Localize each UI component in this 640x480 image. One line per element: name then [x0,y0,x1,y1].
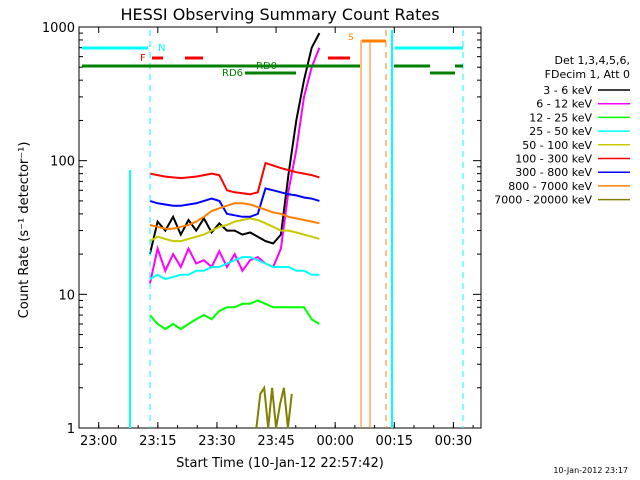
series-line-0 [148,32,321,255]
y-tick-label-0: 1 [67,422,75,437]
plot-frame [78,26,482,429]
series-line-2 [149,299,320,331]
chart-title: HESSI Observing Summary Count Rates [120,5,439,24]
x-tick-label-4: 00:00 [316,434,353,449]
legend-label-0: 3 - 6 keV [543,84,592,97]
legend-label-7: 800 - 7000 keV [508,180,592,193]
legend-label-6: 300 - 800 keV [515,166,592,179]
x-tick-label-0: 23:00 [80,434,117,449]
x-axis-label: Start Time (10-Jan-12 22:57:42) [176,456,384,471]
y-axis-ticks: 1 10 100 1000 [42,21,481,437]
x-tick-label-5: 00:15 [376,434,413,449]
legend-label-3: 25 - 50 keV [529,125,592,138]
legend-title-line-1: Det 1,3,4,5,6, [554,54,630,67]
y-tick-label-1: 10 [58,288,75,303]
legend-label-4: 50 - 100 keV [522,139,592,152]
legend-label-5: 100 - 300 keV [515,153,592,166]
flag-label-rd6: RD6 [222,68,243,79]
series-lines [148,32,321,429]
series-line-6 [149,187,320,218]
x-tick-label-1: 23:15 [139,434,176,449]
flag-label-s: S [348,33,354,43]
x-tick-label-3: 23:45 [257,434,294,449]
series-line-4 [149,217,320,243]
legend-title-line-2: FDecim 1, Att 0 [545,68,630,81]
footer-date: 10-Jan-2012 23:17 [553,466,628,475]
x-tick-label-6: 00:30 [435,434,472,449]
series-line-7 [149,202,320,230]
flag-label-n: N [158,43,165,54]
y-tick-label-2: 100 [50,155,75,170]
series-line-8 [255,384,293,429]
flag-label-rd0: RD0 [256,61,277,72]
series-line-1 [148,47,321,284]
series-line-5 [149,161,320,196]
y-axis-label: Count Rate (s⁻¹ detector⁻¹) [17,142,32,319]
legend-label-8: 7000 - 20000 keV [494,194,592,207]
series-line-3 [149,256,320,281]
x-axis-ticks: 23:00 23:15 23:30 23:45 00:00 00:15 00:30 [78,27,474,449]
y-tick-label-3: 1000 [42,21,75,36]
flag-label-f: F [140,53,146,64]
x-tick-label-2: 23:30 [198,434,235,449]
legend-label-1: 6 - 12 keV [536,98,592,111]
legend-label-2: 12 - 25 keV [529,111,592,124]
